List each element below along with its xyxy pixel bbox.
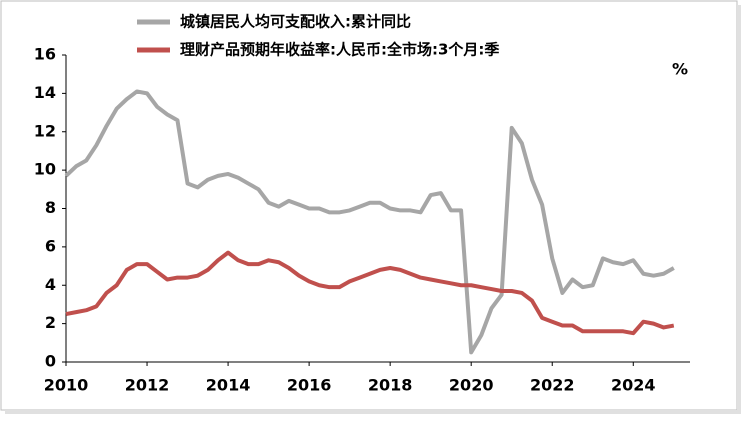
x-tick-label: 2018 — [368, 376, 413, 395]
x-tick-label: 2020 — [449, 376, 494, 395]
x-tick-label: 2010 — [44, 376, 89, 395]
y-tick-label: 6 — [45, 236, 56, 255]
legend-label: 理财产品预期年收益率:人民币:全市场:3个月:季 — [180, 41, 499, 59]
y-tick-label: 8 — [45, 198, 56, 217]
y-tick-label: 2 — [45, 313, 56, 332]
x-tick-label: 2012 — [125, 376, 170, 395]
y-tick-label: 16 — [34, 45, 56, 64]
x-tick-label: 2014 — [206, 376, 251, 395]
unit-label: % — [672, 60, 688, 79]
series-line — [64, 89, 675, 355]
legend-label: 城镇居民人均可支配收入:累计同比 — [180, 13, 411, 31]
shadow — [5, 410, 741, 414]
y-tick-label: 12 — [34, 121, 56, 140]
y-tick-label: 4 — [45, 275, 56, 294]
y-tick-label: 10 — [34, 160, 56, 179]
series-line — [65, 250, 675, 336]
x-tick-label: 2022 — [530, 376, 575, 395]
y-tick-label: 0 — [45, 352, 56, 371]
x-tick-label: 2024 — [611, 376, 656, 395]
frame — [0, 0, 738, 411]
y-tick-label: 14 — [34, 83, 56, 102]
x-tick-label: 2016 — [287, 376, 332, 395]
shadow — [737, 5, 741, 413]
